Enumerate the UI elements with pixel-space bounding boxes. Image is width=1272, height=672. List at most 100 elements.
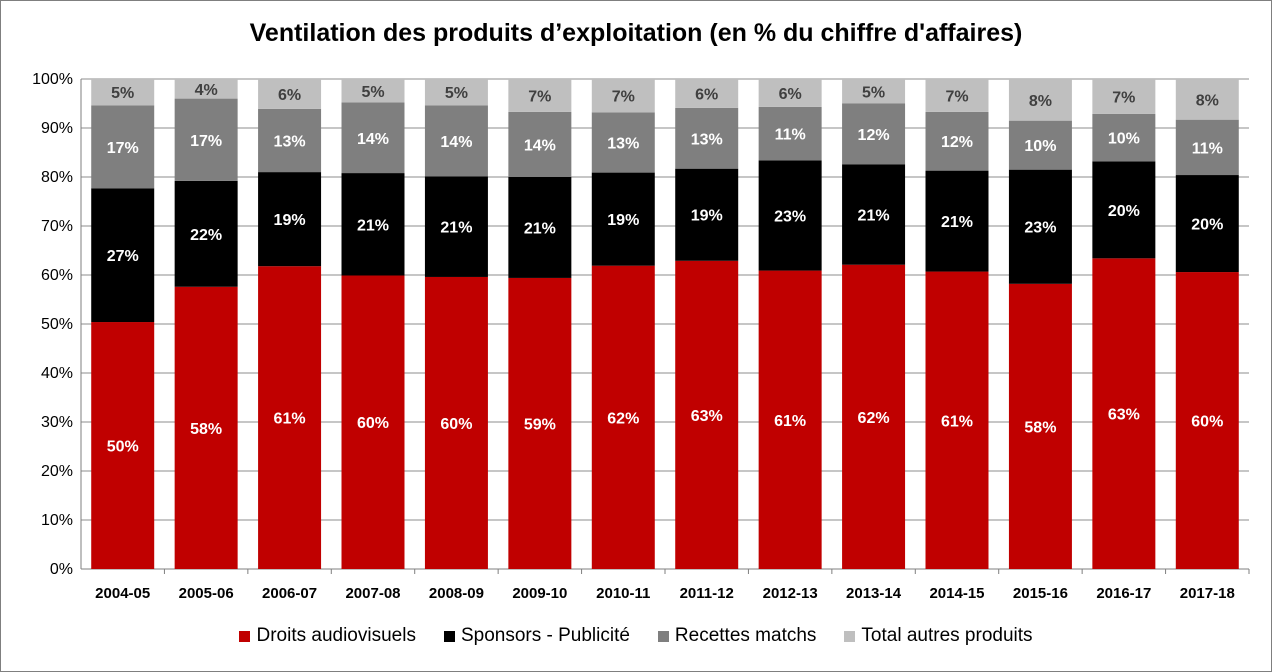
data-label: 13% xyxy=(691,131,723,148)
data-label: 5% xyxy=(111,85,134,102)
data-label: 5% xyxy=(445,85,468,102)
y-tick-label: 90% xyxy=(41,120,73,137)
data-label: 23% xyxy=(1024,220,1056,237)
legend-label: Recettes matchs xyxy=(674,625,817,646)
data-label: 63% xyxy=(1108,407,1140,424)
bar-segment xyxy=(842,164,906,265)
bar-segment xyxy=(174,180,238,287)
bar-segment xyxy=(258,79,322,109)
y-tick-label: 60% xyxy=(41,267,73,284)
x-tick-label: 2004-05 xyxy=(95,585,150,602)
bar-segment xyxy=(1092,113,1156,162)
legend-swatch xyxy=(844,630,856,642)
bar-segment xyxy=(508,277,572,569)
data-label: 60% xyxy=(440,416,472,433)
bar-segment xyxy=(842,79,906,104)
bar-segment xyxy=(1008,79,1072,121)
x-tick-label: 2011-12 xyxy=(680,585,734,602)
data-label: 19% xyxy=(691,208,723,225)
bar-segment xyxy=(675,168,739,261)
bar-segment xyxy=(758,270,822,569)
data-label: 6% xyxy=(779,86,802,103)
data-label: 11% xyxy=(1192,140,1223,157)
bar-segment xyxy=(341,173,405,276)
bar-segment xyxy=(424,176,488,277)
x-tick-label: 2014-15 xyxy=(929,585,984,602)
bar-segment xyxy=(1092,161,1156,259)
data-label: 14% xyxy=(357,131,389,148)
bar-segment xyxy=(91,105,155,189)
data-label: 6% xyxy=(695,86,718,103)
data-label: 5% xyxy=(862,84,885,101)
data-label: 20% xyxy=(1108,203,1140,220)
bar-segment xyxy=(842,103,906,165)
bar-segment xyxy=(591,79,655,113)
data-label: 10% xyxy=(1024,138,1056,155)
bar-segment xyxy=(925,271,989,569)
bar-segment xyxy=(424,105,488,177)
bar-segment xyxy=(675,260,739,569)
data-label: 10% xyxy=(1108,131,1140,148)
bar-segment xyxy=(1008,120,1072,170)
y-tick-label: 10% xyxy=(41,512,73,529)
data-label: 21% xyxy=(440,220,472,237)
bar-segment xyxy=(1092,258,1156,569)
bar-segment xyxy=(91,79,155,106)
data-label: 4% xyxy=(195,82,218,99)
bar-segment xyxy=(508,111,572,177)
data-label: 14% xyxy=(440,134,472,151)
data-label: 58% xyxy=(1024,419,1056,436)
chart-legend: Droits audiovisuels Sponsors - Publicité R… xyxy=(1,625,1271,647)
bar-segment xyxy=(758,160,822,271)
bar-segment xyxy=(758,79,822,107)
data-label: 50% xyxy=(107,439,139,456)
legend-item: Sponsors - Publicité xyxy=(443,625,630,647)
data-label: 21% xyxy=(858,207,890,224)
legend-item: Droits audiovisuels xyxy=(239,625,416,647)
bar-segment xyxy=(1008,169,1072,284)
legend-label: Total autres produits xyxy=(861,625,1033,646)
x-tick-label: 2017-18 xyxy=(1180,585,1235,602)
data-label: 7% xyxy=(612,89,635,106)
bar-segment xyxy=(1175,175,1239,273)
bar-segment xyxy=(925,170,989,272)
legend-label: Droits audiovisuels xyxy=(256,625,416,646)
data-label: 62% xyxy=(858,410,890,427)
data-label: 22% xyxy=(190,227,222,244)
bar-segment xyxy=(675,79,739,108)
bar-segment xyxy=(925,111,989,171)
bar-segment xyxy=(91,322,155,569)
x-tick-label: 2013-14 xyxy=(846,585,902,602)
bar-segment xyxy=(91,188,155,323)
data-label: 17% xyxy=(107,140,139,157)
x-tick-label: 2016-17 xyxy=(1096,585,1151,602)
data-label: 61% xyxy=(941,413,973,430)
bar-segment xyxy=(842,264,906,569)
bar-segment xyxy=(424,276,488,569)
data-label: 8% xyxy=(1196,92,1219,109)
y-tick-label: 0% xyxy=(50,561,73,578)
x-tick-label: 2012-13 xyxy=(763,585,818,602)
data-label: 5% xyxy=(361,84,384,101)
data-label: 61% xyxy=(774,413,806,430)
data-label: 11% xyxy=(775,127,806,144)
y-tick-label: 100% xyxy=(32,71,73,88)
data-label: 21% xyxy=(357,217,389,234)
data-label: 7% xyxy=(1112,89,1135,106)
bar-segment xyxy=(1175,119,1239,176)
data-label: 23% xyxy=(774,208,806,225)
data-label: 8% xyxy=(1029,93,1052,110)
bar-segment xyxy=(925,79,989,112)
data-label: 20% xyxy=(1191,217,1223,234)
y-tick-label: 80% xyxy=(41,169,73,186)
legend-swatch xyxy=(657,630,669,642)
x-tick-label: 2007-08 xyxy=(345,585,400,602)
data-label: 60% xyxy=(357,415,389,432)
x-tick-label: 2009-10 xyxy=(512,585,567,602)
bar-segment xyxy=(341,102,405,174)
bar-segment xyxy=(591,265,655,569)
bar-segment xyxy=(424,79,488,106)
x-tick-label: 2005-06 xyxy=(179,585,234,602)
